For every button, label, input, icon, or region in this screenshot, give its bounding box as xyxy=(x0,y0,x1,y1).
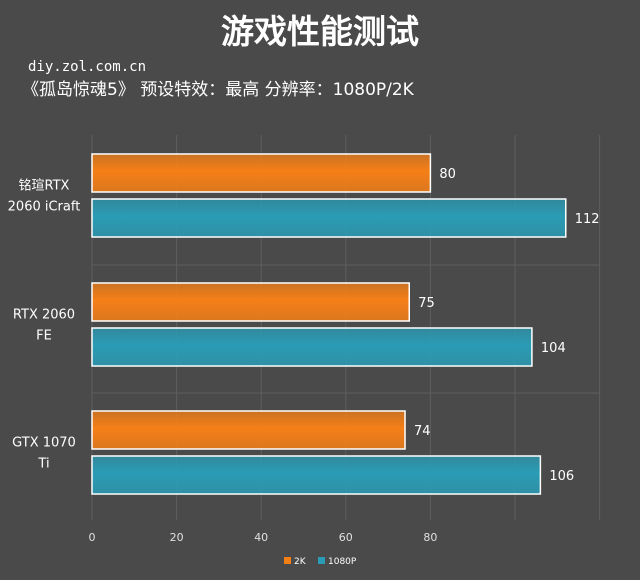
category-label: FE xyxy=(36,329,52,344)
data-label-1080P-2: 106 xyxy=(549,469,574,484)
data-label-2K-2: 74 xyxy=(414,424,431,439)
category-label: 铭瑄RTX xyxy=(19,179,70,194)
x-tick-label-40: 40 xyxy=(254,531,268,544)
chart-title: 游戏性能测试 xyxy=(221,12,419,51)
bar-1080P-1 xyxy=(91,327,533,367)
x-tick-label-60: 60 xyxy=(339,531,353,544)
source-text: diy.zol.com.cn xyxy=(28,59,146,75)
data-label-1080P-1: 104 xyxy=(541,341,566,356)
x-tick-label-80: 80 xyxy=(423,531,437,544)
legend-swatch-2K xyxy=(284,557,291,564)
category-label: Ti xyxy=(37,457,49,472)
category-label: GTX 1070 xyxy=(12,436,76,451)
legend-swatch-1080P xyxy=(318,557,325,564)
data-label-1080P-0: 112 xyxy=(575,212,600,227)
bar-2K-1 xyxy=(91,282,410,322)
data-label-2K-0: 80 xyxy=(439,167,456,182)
x-tick-label-20: 20 xyxy=(170,531,184,544)
legend: 2K 1080P xyxy=(284,557,357,567)
chart-subtitle: 《孤岛惊魂5》 预设特效：最高 分辨率：1080P/2K xyxy=(22,80,415,100)
bar-1080P-2 xyxy=(91,455,542,495)
bars xyxy=(91,153,567,495)
legend-label-1080P: 1080P xyxy=(328,557,357,567)
bar-2K-2 xyxy=(91,410,406,450)
legend-label-2K: 2K xyxy=(294,557,307,567)
labels: 0 20 40 60 80 80 112 铭瑄RTX 2060 iCraft 75 104 RTX 2… xyxy=(8,167,600,544)
x-tick-label-0: 0 xyxy=(89,531,96,544)
category-label: 2060 iCraft xyxy=(8,200,81,215)
bar-2K-0 xyxy=(91,153,432,193)
bar-1080P-0 xyxy=(91,198,567,238)
data-label-2K-1: 75 xyxy=(418,296,435,311)
category-label: RTX 2060 xyxy=(13,308,75,323)
